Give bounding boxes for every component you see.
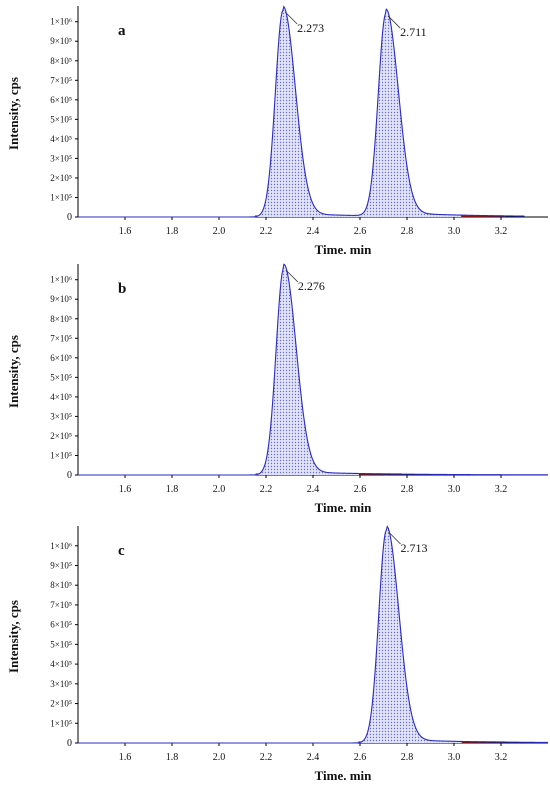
x-axis-title: Time. min <box>315 768 373 783</box>
y-tick-label: 5×10⁵ <box>50 114 72 124</box>
chromatogram-trace <box>78 263 548 476</box>
y-tick-label: 8×10⁵ <box>50 580 72 590</box>
chart-svg-c: 0 1×10⁵ 2×10⁵ 3×10⁵ 4×10⁵ 5×10⁵ 6×10⁵ 7×10⁵ 8×10… <box>6 525 548 783</box>
y-tick-label: 0 <box>67 470 72 481</box>
x-tick-label: 2.4 <box>307 484 320 495</box>
x-tick-label: 2.2 <box>260 226 273 237</box>
x-tick-label: 3.0 <box>448 752 461 763</box>
x-tick-label: 2.0 <box>213 752 226 763</box>
x-tick-label: 1.6 <box>119 752 132 763</box>
peak-label-leader <box>387 15 401 29</box>
y-tick-label: 2×10⁵ <box>50 699 72 709</box>
peak-retention-label: 2.711 <box>400 25 427 39</box>
y-tick-label: 6×10⁵ <box>50 620 72 630</box>
chromatogram-trace <box>78 5 525 218</box>
y-tick-label: 6×10⁵ <box>50 95 72 105</box>
x-tick-label: 2.2 <box>260 752 273 763</box>
x-tick-label: 2.4 <box>307 752 320 763</box>
y-tick-label: 9×10⁵ <box>50 294 72 304</box>
x-tick-label: 3.0 <box>448 484 461 495</box>
x-tick-label: 1.6 <box>119 484 132 495</box>
x-tick-label: 3.2 <box>495 752 508 763</box>
y-tick-label: 1×10⁵ <box>50 718 72 728</box>
y-tick-label: 7×10⁵ <box>50 75 72 85</box>
x-tick-label: 1.6 <box>119 226 132 237</box>
y-tick-label: 5×10⁵ <box>50 372 72 382</box>
y-tick-label: 0 <box>67 212 72 223</box>
chromatogram-panel-a: 0 1×10⁵ 2×10⁵ 3×10⁵ 4×10⁵ 5×10⁵ 6×10⁵ 7×10⁵ 8×10… <box>0 0 550 258</box>
y-tick-label: 8×10⁵ <box>50 314 72 324</box>
peak-area <box>356 526 462 743</box>
panel-label: b <box>118 281 126 297</box>
y-axis-title: Intensity, cps <box>6 77 21 150</box>
peak-retention-label: 2.713 <box>401 541 428 555</box>
peak-label-leader <box>284 11 298 25</box>
y-tick-label: 3×10⁵ <box>50 679 72 689</box>
x-axis-title: Time. min <box>315 500 373 515</box>
x-tick-label: 2.8 <box>401 484 414 495</box>
y-tick-label: 6×10⁵ <box>50 353 72 363</box>
y-tick-label: 9×10⁵ <box>50 36 72 46</box>
chart-svg-b: 0 1×10⁵ 2×10⁵ 3×10⁵ 4×10⁵ 5×10⁵ 6×10⁵ 7×10⁵ 8×10… <box>6 263 548 515</box>
x-tick-label: 2.6 <box>354 752 367 763</box>
x-tick-label: 1.8 <box>166 226 179 237</box>
peak-retention-label: 2.276 <box>298 279 325 293</box>
y-tick-label: 1×10⁶ <box>50 275 72 285</box>
y-tick-label: 7×10⁵ <box>50 600 72 610</box>
x-tick-label: 2.0 <box>213 484 226 495</box>
x-tick-label: 2.6 <box>354 226 367 237</box>
y-tick-label: 7×10⁵ <box>50 333 72 343</box>
chart-svg-a: 0 1×10⁵ 2×10⁵ 3×10⁵ 4×10⁵ 5×10⁵ 6×10⁵ 7×10⁵ 8×10… <box>6 5 548 257</box>
y-tick-label: 9×10⁵ <box>50 561 72 571</box>
y-tick-label: 8×10⁵ <box>50 56 72 66</box>
y-tick-label: 3×10⁵ <box>50 411 72 421</box>
y-tick-label: 2×10⁵ <box>50 173 72 183</box>
x-tick-label: 2.8 <box>401 752 414 763</box>
x-tick-label: 2.0 <box>213 226 226 237</box>
y-tick-label: 0 <box>67 738 72 749</box>
x-tick-label: 3.0 <box>448 226 461 237</box>
x-tick-label: 2.6 <box>354 484 367 495</box>
y-tick-label: 4×10⁵ <box>50 134 72 144</box>
x-tick-label: 2.8 <box>401 226 414 237</box>
y-tick-label: 4×10⁵ <box>50 392 72 402</box>
peak-area <box>355 9 462 217</box>
y-tick-label: 5×10⁵ <box>50 639 72 649</box>
y-axis-title: Intensity, cps <box>6 335 21 408</box>
x-axis-title: Time. min <box>315 242 373 257</box>
y-tick-label: 1×10⁶ <box>50 541 72 551</box>
chromatogram-panel-c: 0 1×10⁵ 2×10⁵ 3×10⁵ 4×10⁵ 5×10⁵ 6×10⁵ 7×10⁵ 8×10… <box>0 520 550 783</box>
y-tick-label: 1×10⁶ <box>50 17 72 27</box>
x-tick-label: 3.2 <box>495 484 508 495</box>
x-tick-label: 1.8 <box>166 484 179 495</box>
x-tick-label: 2.2 <box>260 484 273 495</box>
chromatogram-panel-b: 0 1×10⁵ 2×10⁵ 3×10⁵ 4×10⁵ 5×10⁵ 6×10⁵ 7×10⁵ 8×10… <box>0 258 550 516</box>
panel-label: a <box>118 23 126 39</box>
peak-label-leader <box>388 531 401 545</box>
peak-retention-label: 2.273 <box>297 21 324 35</box>
y-tick-label: 1×10⁵ <box>50 450 72 460</box>
y-tick-label: 2×10⁵ <box>50 431 72 441</box>
peak-area <box>252 6 359 218</box>
x-tick-label: 2.4 <box>307 226 320 237</box>
y-tick-label: 1×10⁵ <box>50 192 72 202</box>
x-tick-label: 1.8 <box>166 752 179 763</box>
y-axis-title: Intensity, cps <box>6 600 21 673</box>
chromatogram-trace <box>78 525 548 744</box>
x-tick-label: 3.2 <box>495 226 508 237</box>
panel-label: c <box>118 543 125 559</box>
y-tick-label: 4×10⁵ <box>50 659 72 669</box>
peak-area <box>253 264 360 475</box>
peak-label-leader <box>285 269 299 283</box>
y-tick-label: 3×10⁵ <box>50 153 72 163</box>
